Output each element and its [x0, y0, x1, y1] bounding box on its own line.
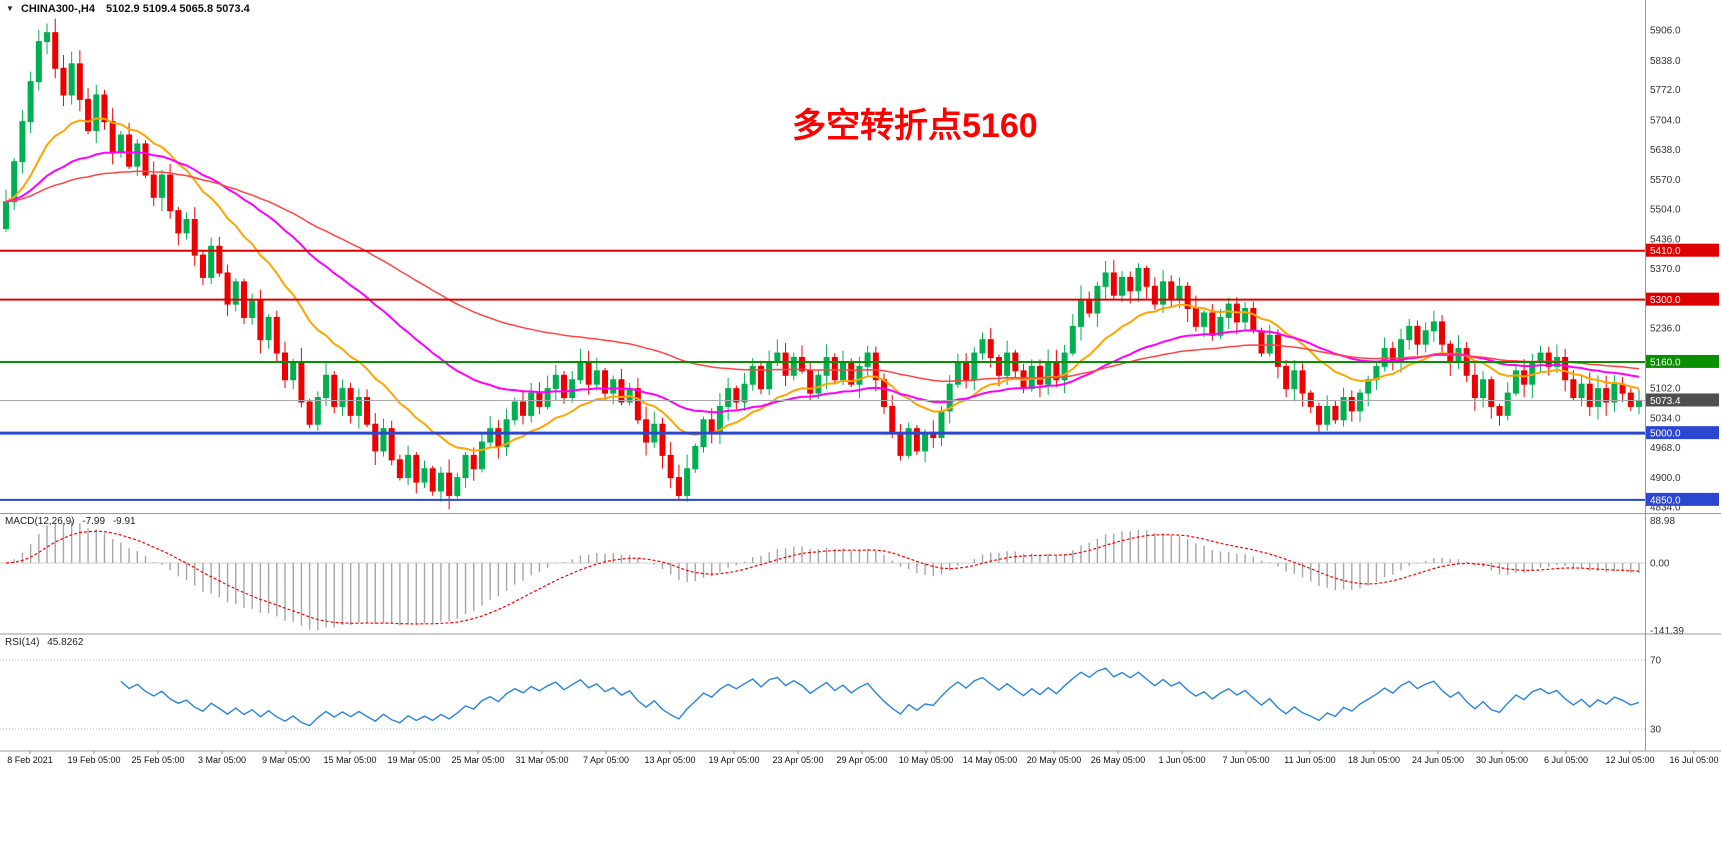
time-axis-label: 19 Mar 05:00 — [387, 755, 440, 765]
macd-pane[interactable] — [5, 521, 1640, 630]
time-axis-label: 30 Jun 05:00 — [1476, 755, 1528, 765]
macd-signal-line — [5, 530, 1640, 625]
time-axis-label: 7 Apr 05:00 — [583, 755, 629, 765]
time-axis-label: 11 Jun 05:00 — [1284, 755, 1335, 765]
symbol-label: CHINA300-,H4 — [20, 3, 95, 15]
price-axis-tick: 5838.0 — [1650, 56, 1681, 67]
price-axis-tick: 5704.0 — [1650, 115, 1681, 126]
time-axis-label: 20 May 05:00 — [1027, 755, 1082, 765]
price-badge-5160.0[interactable] — [1646, 354, 1719, 368]
price-axis-tick: 5906.0 — [1650, 26, 1681, 37]
time-axis-label: 12 Jul 05:00 — [1605, 755, 1654, 765]
time-axis-label: 3 Mar 05:00 — [198, 755, 246, 765]
price-axis-tick: 5772.0 — [1650, 85, 1681, 96]
rsi-pane[interactable] — [120, 667, 1640, 727]
price-axis-tick: 5034.0 — [1650, 414, 1681, 425]
time-axis-label: 13 Apr 05:00 — [644, 755, 695, 765]
price-axis-tick: 4900.0 — [1650, 473, 1681, 484]
price-badge-5410.0[interactable] — [1646, 243, 1719, 257]
macd-axis-max: 88.98 — [1650, 516, 1675, 527]
macd-value-main: -7.99 — [82, 516, 106, 527]
price-badge-label: 5410.0 — [1650, 246, 1681, 257]
time-axis-label: 25 Feb 05:00 — [131, 755, 184, 765]
time-axis-label: 15 Mar 05:00 — [323, 755, 376, 765]
time-axis-label: 7 Jun 05:00 — [1222, 755, 1269, 765]
macd-axis-min: -141.39 — [1650, 626, 1684, 637]
time-axis-label: 18 Jun 05:00 — [1348, 755, 1400, 765]
time-axis-label: 10 May 05:00 — [899, 755, 954, 765]
price-axis-tick: 4968.0 — [1650, 443, 1681, 454]
ohlc-values: 5102.9 5109.4 5065.8 5073.4 — [106, 3, 250, 15]
price-badge-5000.0[interactable] — [1646, 426, 1719, 440]
price-axis-tick: 5236.0 — [1650, 324, 1681, 335]
time-axis-label: 8 Feb 2021 — [7, 755, 53, 765]
time-axis-label: 19 Feb 05:00 — [67, 755, 120, 765]
macd-axis-zero: 0.00 — [1650, 559, 1670, 570]
rsi-value: 45.8262 — [47, 637, 84, 648]
time-axis-label: 19 Apr 05:00 — [708, 755, 759, 765]
time-axis-label: 25 Mar 05:00 — [451, 755, 504, 765]
time-axis-label: 14 May 05:00 — [963, 755, 1018, 765]
rsi-line — [120, 667, 1640, 727]
time-axis-label: 29 Apr 05:00 — [836, 755, 887, 765]
ma-line-80[interactable] — [5, 170, 1640, 382]
price-axis-tick: 5504.0 — [1650, 204, 1681, 215]
time-axis-label: 6 Jul 05:00 — [1544, 755, 1588, 765]
macd-name: MACD(12,26,9) — [5, 516, 75, 527]
annotation-text[interactable]: 多空转折点5160 — [792, 107, 1038, 145]
price-axis-tick: 5570.0 — [1650, 175, 1681, 186]
time-axis-label: 1 Jun 05:00 — [1158, 755, 1205, 765]
price-axis[interactable]: 5906.0 5838.0 5772.0 5704.0 5638.0 5570.0 5504… — [1646, 26, 1719, 514]
time-axis-label: 23 Apr 05:00 — [772, 755, 823, 765]
time-axis[interactable]: 8 Feb 2021 19 Feb 05:00 25 Feb 05:00 3 Mar … — [7, 751, 1719, 765]
rsi-axis-30: 30 — [1650, 725, 1662, 736]
price-badge-5300.0[interactable] — [1646, 292, 1719, 306]
rsi-axis-70: 70 — [1650, 656, 1662, 667]
ma-line-16[interactable] — [5, 117, 1640, 452]
price-badge-label: 4850.0 — [1650, 495, 1681, 506]
price-axis-tick: 4834.0 — [1650, 503, 1681, 514]
time-axis-label: 24 Jun 05:00 — [1412, 755, 1464, 765]
price-axis-tick: 5436.0 — [1650, 235, 1681, 246]
price-badge-label: 5160.0 — [1650, 357, 1681, 368]
price-badge-4850.0[interactable] — [1646, 492, 1719, 506]
rsi-label: RSI(14) 45.8262 — [5, 637, 88, 648]
price-axis-tick: 5102.0 — [1650, 383, 1681, 394]
price-axis-tick: 5638.0 — [1650, 145, 1681, 156]
time-axis-label: 16 Jul 05:00 — [1669, 755, 1718, 765]
rsi-name: RSI(14) — [5, 637, 40, 648]
price-badge-label: 5300.0 — [1650, 295, 1681, 306]
time-axis-label: 9 Mar 05:00 — [262, 755, 310, 765]
price-axis-tick: 5370.0 — [1650, 264, 1681, 275]
symbol-dropdown-icon[interactable]: ▼ — [6, 4, 14, 13]
chart-title-bar: ▼ CHINA300-,H4 5102.9 5109.4 5065.8 5073… — [6, 3, 250, 15]
main-chart[interactable]: 5906.0 5838.0 5772.0 5704.0 5638.0 5570.0 5504… — [0, 0, 1721, 770]
price-pane[interactable] — [0, 18, 1645, 510]
macd-label: MACD(12,26,9) -7.99 -9.91 — [5, 516, 141, 527]
time-axis-label: 31 Mar 05:00 — [515, 755, 568, 765]
macd-value-signal: -9.91 — [112, 516, 136, 527]
price-badge-label: 5073.4 — [1650, 396, 1681, 407]
price-badge-5073.4[interactable] — [1646, 393, 1719, 407]
price-badge-label: 5000.0 — [1650, 429, 1681, 440]
time-axis-label: 26 May 05:00 — [1091, 755, 1146, 765]
candlesticks-layer[interactable] — [2, 18, 1643, 510]
